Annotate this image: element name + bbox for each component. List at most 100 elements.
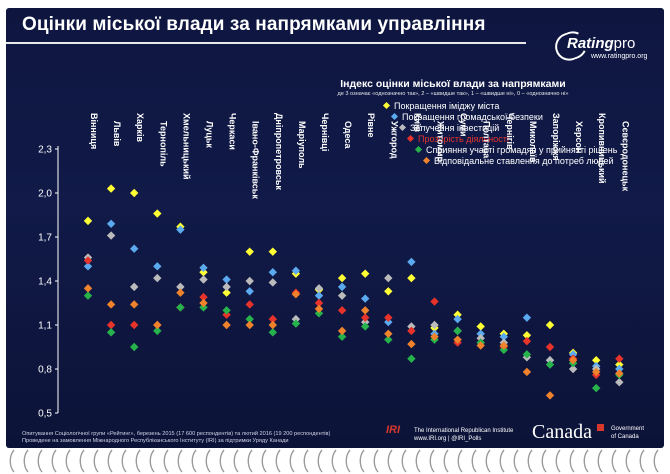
data-point: [337, 306, 347, 315]
legend-label: Покращення іміджу міста: [394, 101, 500, 111]
data-point: [476, 341, 485, 350]
data-point: [615, 369, 624, 378]
x-category-label: Вінниця: [89, 113, 99, 149]
x-category-label: Миколаїв: [528, 121, 538, 163]
data-point: [384, 317, 393, 327]
canada-wordmark: Canada: [532, 421, 592, 443]
spiral-ring: [205, 449, 211, 473]
page-title: Оцінки міської влади за напрямками управ…: [22, 14, 486, 35]
x-category-label: Сєвєродонецьк: [620, 121, 630, 192]
data-point: [106, 320, 116, 330]
spiral-ring: [93, 449, 99, 473]
logo-wordmark: Ratingpro: [567, 35, 635, 52]
x-category-label: Одеса: [343, 121, 353, 149]
spiral-ring: [625, 449, 631, 473]
data-point: [153, 326, 162, 336]
legend-item: Запучення інвестицій: [384, 123, 617, 134]
data-point: [245, 314, 254, 324]
spiral-ring: [135, 449, 141, 473]
x-category-label: Луцьк: [205, 121, 215, 148]
spiral-ring: [639, 449, 645, 473]
data-point: [361, 317, 370, 327]
data-point: [106, 219, 116, 228]
legend-label: Покращення громадської безпеки: [402, 112, 543, 122]
data-point: [407, 257, 416, 267]
spiral-ring: [415, 449, 421, 473]
gov-line: Government: [611, 426, 645, 432]
data-point: [199, 298, 208, 308]
data-point: [83, 262, 93, 271]
data-point: [361, 313, 370, 322]
spiral-ring: [555, 449, 561, 473]
data-point: [268, 268, 277, 277]
spiral-ring: [177, 449, 183, 473]
chart-title: Індекс оцінки міської влади за напрямкам…: [340, 78, 566, 90]
legend-item: Сприяння участі громадян у прийнятті ріш…: [384, 145, 617, 156]
data-point: [153, 209, 162, 218]
government-credit: Government of Canada: [611, 426, 644, 441]
spiral-ring: [485, 449, 491, 473]
data-point: [361, 294, 370, 303]
data-point: [545, 320, 555, 330]
data-point: [176, 303, 185, 312]
data-point: [522, 331, 532, 340]
spiral-ring: [275, 449, 281, 473]
data-point: [337, 326, 347, 336]
gov-line: of Canada: [611, 433, 639, 440]
data-point: [522, 313, 532, 322]
logo-url: www.ratingpro.org: [591, 53, 648, 60]
data-point: [499, 332, 508, 341]
data-point: [291, 266, 301, 275]
spiral-ring: [471, 449, 477, 473]
iri-links: www.IRI.org | @IRI_Polls: [414, 435, 482, 442]
data-point: [176, 282, 185, 292]
y-tick-label: 1,4: [38, 277, 52, 288]
legend-label: Прозорість діяльності: [418, 134, 509, 144]
data-point: [130, 188, 139, 198]
data-point: [222, 310, 231, 319]
data-point: [199, 292, 208, 302]
data-point: [384, 287, 393, 296]
spiral-ring: [611, 449, 617, 473]
data-point: [361, 306, 370, 315]
footer-note: Опитування Соціологічної групи «Рейтинг»…: [22, 431, 382, 445]
data-point: [130, 300, 139, 309]
data-point: [522, 336, 532, 346]
data-point: [522, 350, 532, 359]
data-point: [153, 273, 162, 283]
data-point: [384, 273, 393, 283]
data-point: [499, 345, 508, 355]
data-point: [268, 247, 277, 256]
data-point: [176, 225, 185, 234]
data-point: [545, 391, 555, 400]
spiral-ring: [429, 449, 435, 473]
x-category-label: Київ: [412, 113, 422, 133]
data-point: [592, 356, 601, 365]
data-point: [199, 303, 208, 312]
x-category-label: Львів: [112, 121, 122, 147]
x-category-label: Харків: [135, 113, 145, 143]
data-point: [130, 320, 139, 330]
data-point: [592, 367, 601, 377]
data-point: [476, 322, 485, 331]
legend-item: Покращення іміджу міста: [382, 101, 617, 112]
spiral-ring: [303, 449, 309, 473]
data-point: [337, 282, 347, 292]
iri-credit: The International Republican Institute w…: [414, 428, 513, 443]
legend-item: Покращення громадської безпеки: [384, 112, 617, 123]
data-point: [268, 278, 277, 287]
spiral-ring: [373, 449, 379, 473]
chart-subtitle: де 3 означає «однозначно так», 2 – «швид…: [337, 91, 569, 97]
data-point: [268, 320, 277, 330]
ratingpro-logo: Ratingpro www.ratingpro.org: [551, 27, 661, 66]
data-point: [314, 284, 324, 293]
data-point: [407, 273, 416, 283]
spiral-ring: [583, 449, 589, 473]
x-category-label: Тернопіль: [158, 121, 168, 167]
spiral-ring: [541, 449, 547, 473]
chart-legend: Покращення іміджу міста Покращення грома…: [382, 101, 617, 167]
spiral-ring: [597, 449, 603, 473]
spiral-ring: [37, 449, 43, 473]
data-point: [407, 354, 416, 363]
data-point: [291, 314, 301, 324]
